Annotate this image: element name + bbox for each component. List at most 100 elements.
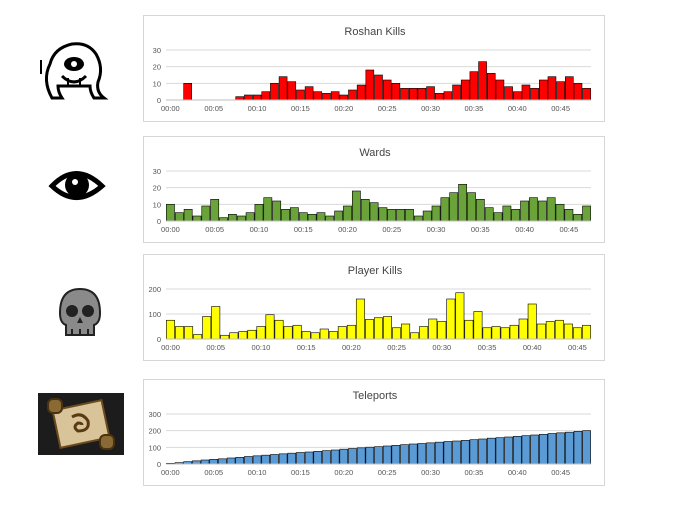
bar <box>325 215 335 222</box>
bar <box>419 326 429 340</box>
bar <box>491 326 501 340</box>
chart-title: Teleports <box>353 390 398 402</box>
teleports-plot: Teleports 0 100 200 300 00:00 00:05 00:10 00:15 0… <box>148 390 591 477</box>
y-tick-label: 200 <box>148 285 161 294</box>
bar <box>431 205 441 222</box>
x-tick-label: 00:15 <box>291 468 310 477</box>
bar <box>391 83 401 101</box>
bar <box>369 202 379 222</box>
x-tick-label: 00:15 <box>294 225 313 234</box>
bar <box>228 214 237 222</box>
bar <box>292 324 302 340</box>
bar <box>316 212 326 222</box>
bar <box>482 327 492 340</box>
bar <box>270 83 279 101</box>
bar <box>175 326 185 340</box>
bar <box>274 319 284 340</box>
bar <box>365 69 375 101</box>
x-tick-label: 00:25 <box>387 343 406 352</box>
bar <box>547 76 557 101</box>
x-tick-label: 00:30 <box>427 225 446 234</box>
bar <box>478 438 487 465</box>
bar <box>296 452 305 465</box>
bar <box>530 434 539 465</box>
bar <box>573 83 583 101</box>
bar <box>573 431 583 465</box>
x-tick-label: 00:35 <box>465 104 484 113</box>
bar <box>235 457 245 465</box>
bar <box>287 452 297 465</box>
bar <box>440 197 450 222</box>
x-tick-label: 00:20 <box>334 468 353 477</box>
x-tick-label: 00:30 <box>421 104 440 113</box>
bar <box>504 86 513 101</box>
bar <box>330 449 340 465</box>
bar <box>184 326 194 340</box>
bar <box>565 76 574 101</box>
x-tick-label: 00:30 <box>421 468 440 477</box>
bar <box>410 332 420 340</box>
bar <box>449 192 459 222</box>
bar <box>547 433 557 465</box>
bar <box>401 323 411 340</box>
bar <box>408 88 418 101</box>
bar <box>572 327 582 340</box>
bar <box>555 204 565 222</box>
x-tick-label: 00:35 <box>465 468 484 477</box>
x-tick-label: 00:05 <box>206 343 225 352</box>
bar <box>229 332 239 340</box>
x-tick-label: 00:40 <box>508 468 527 477</box>
x-tick-label: 00:00 <box>161 225 180 234</box>
bar <box>509 324 519 340</box>
bar <box>556 81 565 101</box>
bar <box>495 79 505 101</box>
bar <box>486 73 496 101</box>
bar <box>417 443 427 465</box>
bar <box>201 205 211 222</box>
bar <box>330 91 340 101</box>
y-tick-label: 200 <box>148 427 161 436</box>
y-tick-label: 0 <box>157 335 161 344</box>
x-tick-label: 00:15 <box>291 104 310 113</box>
bar <box>537 200 547 222</box>
x-tick-label: 00:05 <box>205 225 224 234</box>
bar <box>238 331 248 340</box>
bar <box>500 327 510 340</box>
bar <box>413 215 423 222</box>
bar <box>244 456 253 465</box>
bar <box>426 442 435 465</box>
bar <box>460 79 470 101</box>
x-tick-label: 00:10 <box>252 343 271 352</box>
chart-title: Wards <box>359 147 391 159</box>
x-tick-label: 00:45 <box>551 468 570 477</box>
roshan-icon <box>38 40 124 102</box>
bar <box>343 205 352 222</box>
bar <box>469 439 479 465</box>
bar <box>252 455 262 465</box>
y-tick-label: 30 <box>153 46 161 55</box>
bar <box>346 324 356 340</box>
bar <box>356 84 366 101</box>
bar <box>261 454 271 465</box>
bar <box>563 323 573 340</box>
x-tick-label: 00:00 <box>161 468 180 477</box>
bar <box>452 84 461 101</box>
bar <box>518 318 528 340</box>
bar <box>283 326 293 340</box>
bar <box>382 79 392 101</box>
ward-eye-icon <box>38 155 124 217</box>
bar <box>408 443 418 465</box>
x-tick-label: 00:35 <box>478 343 497 352</box>
y-tick-label: 0 <box>157 96 161 105</box>
bar <box>556 432 565 465</box>
bar <box>348 448 357 465</box>
player-kills-chart: Player Kills 0 100 200 00:00 00:05 00:10 00:15 0… <box>143 254 605 361</box>
bar <box>452 440 461 465</box>
bar <box>511 209 521 222</box>
bar <box>400 88 409 101</box>
bar <box>360 199 370 222</box>
bar <box>244 94 253 101</box>
bar <box>348 89 357 101</box>
bar <box>467 192 476 222</box>
bar <box>475 199 485 222</box>
